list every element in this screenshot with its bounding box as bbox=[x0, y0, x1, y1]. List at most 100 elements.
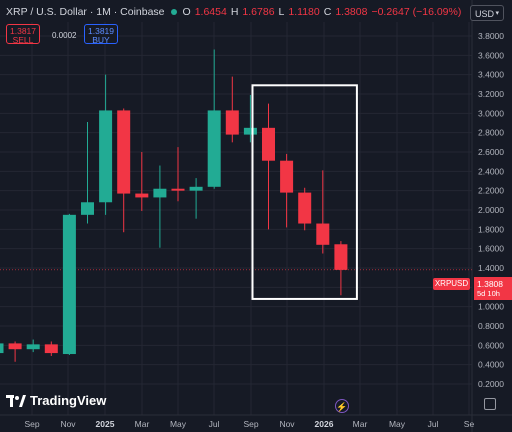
chart-header: XRP / U.S. Dollar · 1M · Coinbase O 1.645… bbox=[6, 6, 461, 18]
highlight-rectangle bbox=[251, 84, 358, 300]
candle-body bbox=[280, 160, 294, 193]
currency-select[interactable]: USD ▾ bbox=[470, 5, 504, 21]
candle-body bbox=[117, 110, 131, 194]
sell-label: SELL bbox=[12, 35, 34, 45]
candle-body bbox=[153, 188, 167, 198]
symbol-price-tag: XRPUSD bbox=[433, 278, 470, 290]
candle bbox=[99, 74, 113, 215]
price-tick-label: 0.8000 bbox=[478, 321, 504, 331]
currency-value: USD bbox=[475, 9, 495, 19]
high-label: H bbox=[230, 6, 239, 18]
lightning-icon[interactable]: ⚡ bbox=[335, 399, 349, 413]
candle bbox=[262, 103, 275, 230]
candles bbox=[0, 49, 348, 362]
candle-body bbox=[298, 192, 312, 224]
price-axis: 0.20000.40000.60000.80001.00001.20001.40… bbox=[478, 31, 504, 389]
candle-body bbox=[225, 110, 239, 135]
candle bbox=[8, 341, 22, 362]
candle-body bbox=[171, 188, 185, 191]
candle bbox=[243, 94, 257, 143]
candle-body bbox=[81, 202, 94, 215]
candle bbox=[117, 108, 131, 233]
candle bbox=[62, 213, 76, 355]
price-tick-label: 1.0000 bbox=[478, 302, 504, 312]
candle bbox=[153, 165, 167, 248]
time-tick-label: Sep bbox=[24, 419, 39, 429]
bar-countdown: 5d 10h bbox=[477, 289, 500, 298]
candle-body bbox=[135, 193, 149, 198]
price-tick-label: 1.6000 bbox=[478, 244, 504, 254]
sell-price: 1.3817 bbox=[10, 26, 36, 36]
last-price-label: 1.3808 5d 10h bbox=[474, 277, 512, 300]
time-tick-label: Jul bbox=[209, 419, 220, 429]
candle bbox=[316, 170, 330, 254]
price-tick-label: 0.2000 bbox=[478, 379, 504, 389]
price-tick-label: 3.2000 bbox=[478, 89, 504, 99]
symbol-title[interactable]: XRP / U.S. Dollar · 1M · Coinbase bbox=[6, 6, 165, 18]
price-tick-label: 1.8000 bbox=[478, 224, 504, 234]
time-axis: Sep Nov 2025 Mar May Jul Sep Nov 2026 Mar May Jul Se bbox=[24, 419, 474, 429]
time-tick-label: May bbox=[170, 419, 187, 429]
price-tick-label: 0.6000 bbox=[478, 340, 504, 350]
close-label: C bbox=[323, 6, 332, 18]
price-tick-label: 3.6000 bbox=[478, 50, 504, 60]
close-value: 1.3808 bbox=[335, 6, 368, 18]
market-open-dot-icon bbox=[170, 9, 177, 15]
candle-body bbox=[316, 223, 330, 245]
chevron-down-icon: ▾ bbox=[495, 10, 499, 17]
candle-body bbox=[99, 110, 113, 203]
open-label: O bbox=[182, 6, 191, 18]
price-tick-label: 2.2000 bbox=[478, 186, 504, 196]
time-tick-label: Mar bbox=[135, 419, 150, 429]
buy-price: 1.3819 bbox=[88, 26, 114, 36]
price-tick-label: 2.4000 bbox=[478, 166, 504, 176]
candle-body bbox=[189, 186, 203, 191]
candle-body bbox=[26, 344, 40, 350]
candle bbox=[44, 341, 58, 356]
tradingview-logo-icon bbox=[6, 394, 26, 407]
candle bbox=[171, 147, 185, 202]
candle-body bbox=[44, 344, 58, 354]
spread-value: 0.0002 bbox=[52, 31, 77, 40]
low-label: L bbox=[278, 6, 285, 18]
settings-icon[interactable] bbox=[484, 398, 496, 410]
candle-body bbox=[0, 343, 4, 354]
low-value: 1.1180 bbox=[288, 6, 320, 18]
change-value: −0.2647 (−16.09%) bbox=[371, 6, 462, 18]
time-tick-label: Nov bbox=[279, 419, 295, 429]
open-value: 1.6454 bbox=[194, 6, 227, 18]
price-tick-label: 3.0000 bbox=[478, 108, 504, 118]
brand-name: TradingView bbox=[30, 393, 107, 408]
price-tick-label: 0.4000 bbox=[478, 360, 504, 370]
candle bbox=[189, 178, 203, 219]
candle bbox=[334, 241, 348, 296]
buy-label: BUY bbox=[92, 35, 110, 45]
buy-button[interactable]: 1.3819 BUY bbox=[84, 24, 118, 45]
candle-body bbox=[243, 127, 257, 135]
candle-body bbox=[334, 244, 348, 270]
candle bbox=[135, 152, 149, 211]
price-tick-label: 3.8000 bbox=[478, 31, 504, 41]
candle-body bbox=[207, 110, 221, 187]
time-tick-label: Se bbox=[464, 419, 475, 429]
high-value: 1.6786 bbox=[242, 6, 275, 18]
candle bbox=[280, 153, 294, 228]
candle bbox=[81, 122, 94, 224]
time-tick-label: May bbox=[389, 419, 406, 429]
time-tick-label: Mar bbox=[353, 419, 368, 429]
candle bbox=[207, 49, 221, 189]
tradingview-logo[interactable]: TradingView bbox=[6, 393, 106, 408]
candle bbox=[298, 187, 312, 231]
candle-body bbox=[62, 214, 76, 355]
sell-button[interactable]: 1.3817 SELL bbox=[6, 24, 40, 45]
price-tick-label: 3.4000 bbox=[478, 70, 504, 80]
time-tick-label: 2025 bbox=[96, 419, 115, 429]
candle-body bbox=[262, 127, 275, 161]
last-price: 1.3808 bbox=[477, 279, 503, 289]
time-tick-label: Nov bbox=[60, 419, 76, 429]
price-tick-label: 2.0000 bbox=[478, 205, 504, 215]
time-tick-label: Sep bbox=[243, 419, 258, 429]
price-tick-label: 1.4000 bbox=[478, 263, 504, 273]
